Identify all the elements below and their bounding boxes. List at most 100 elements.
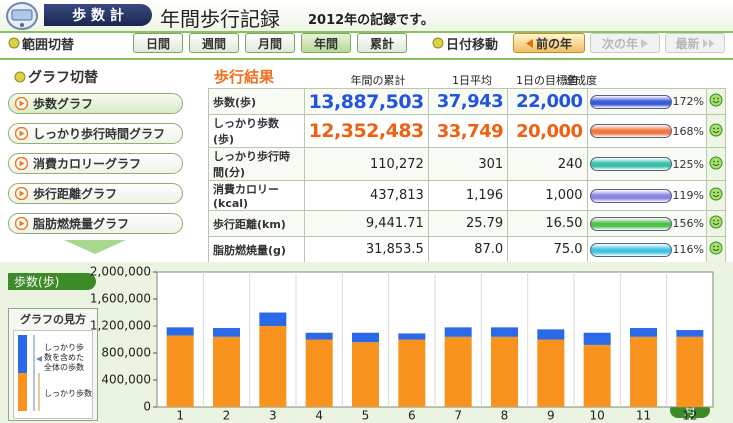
icon-arrow bbox=[19, 100, 25, 107]
smiley-mouth bbox=[712, 100, 720, 103]
row-label: 脂肪燃焼量(g) bbox=[208, 236, 305, 263]
x-tick-label: 8 bbox=[501, 409, 509, 423]
bar bbox=[676, 336, 704, 407]
achievement-label: 116% bbox=[672, 243, 704, 256]
smiley-icon bbox=[709, 187, 723, 201]
results-row: しっかり歩行時間(分) 110,272 301 240 125% bbox=[208, 147, 727, 181]
achievement-cell: 168% bbox=[586, 114, 707, 148]
smiley-face bbox=[709, 241, 723, 255]
x-tick-label: 9 bbox=[547, 409, 555, 423]
item-icon bbox=[15, 157, 28, 170]
cell-average: 87.0 bbox=[427, 236, 509, 263]
arrow-icon bbox=[525, 38, 533, 48]
graph-button[interactable]: 歩行距離グラフ bbox=[8, 183, 183, 204]
range-button[interactable]: 日間 bbox=[133, 33, 183, 53]
smiley-eye bbox=[717, 219, 719, 222]
results-title: 歩行結果 bbox=[214, 68, 275, 86]
range-button[interactable]: 月間 bbox=[245, 33, 295, 53]
bullet-icon bbox=[8, 37, 20, 49]
smiley-face bbox=[709, 93, 723, 107]
smiley-cell bbox=[705, 180, 727, 211]
achievement-label: 119% bbox=[672, 189, 704, 202]
smiley-eye bbox=[713, 97, 715, 100]
column-header: 年間の累計 bbox=[350, 74, 406, 87]
date-button: 最新 bbox=[665, 33, 725, 53]
achievement-bar bbox=[589, 216, 672, 231]
bullet-icon bbox=[432, 37, 444, 49]
bar bbox=[583, 332, 611, 345]
results-row: 歩数(歩) 13,887,503 37,943 22,000 172% bbox=[208, 88, 727, 115]
range-button[interactable]: 週間 bbox=[189, 33, 239, 53]
graph-button[interactable]: 消費カロリーグラフ bbox=[8, 153, 183, 174]
graph-button[interactable]: 歩数グラフ bbox=[8, 93, 183, 114]
cell-total: 9,441.71 bbox=[303, 210, 429, 237]
results-row: しっかり歩数(歩) 12,352,483 33,749 20,000 168% bbox=[208, 114, 727, 148]
achievement: 116% bbox=[589, 242, 704, 257]
smiley-eye bbox=[717, 160, 719, 162]
bar bbox=[259, 326, 287, 407]
arrow-shape bbox=[708, 38, 714, 48]
smiley-mouth bbox=[712, 163, 720, 166]
achievement: 119% bbox=[589, 188, 704, 203]
achievement-bar bbox=[589, 242, 672, 257]
smiley-cell bbox=[705, 114, 727, 148]
bar bbox=[630, 336, 657, 407]
bar bbox=[352, 332, 379, 343]
column-header: 1日の目標値 bbox=[516, 74, 578, 87]
date-button-label: 次の年 bbox=[601, 36, 638, 51]
achievement-cell: 119% bbox=[586, 180, 707, 211]
down-arrow bbox=[64, 240, 126, 254]
column-header: 1日平均 bbox=[452, 74, 492, 87]
range-label: 範囲切替 bbox=[22, 38, 75, 53]
y-tick-label: 2,000,000 bbox=[90, 265, 151, 279]
achievement-label: 125% bbox=[672, 157, 704, 171]
date-label: 日付移動 bbox=[446, 38, 499, 53]
achievement: 168% bbox=[589, 124, 704, 138]
y-tick-label: 1,600,000 bbox=[90, 292, 151, 306]
range-button[interactable]: 年間 bbox=[301, 33, 351, 53]
graph-button-label: 脂肪燃焼量グラフ bbox=[33, 217, 130, 231]
y-tick-label: 800,000 bbox=[101, 346, 151, 360]
legend-swatch bbox=[18, 335, 27, 373]
column-header: 達成度 bbox=[564, 74, 597, 87]
y-tick-label: 0 bbox=[143, 400, 151, 414]
range-button[interactable]: 累計 bbox=[357, 33, 407, 53]
smiley-face bbox=[709, 215, 723, 229]
x-tick-label: 5 bbox=[362, 409, 370, 423]
smiley-eye bbox=[717, 127, 719, 129]
cell-total: 437,813 bbox=[303, 180, 429, 211]
bar bbox=[676, 330, 704, 337]
smiley-face bbox=[709, 187, 723, 201]
achievement-label: 172% bbox=[672, 95, 704, 108]
legend-label: しっかり歩数を含めた全体の歩数 bbox=[44, 343, 84, 372]
smiley-cell bbox=[705, 147, 727, 181]
results-row: 脂肪燃焼量(g) 31,853.5 87.0 75.0 116% bbox=[208, 236, 727, 263]
smiley-eye bbox=[717, 191, 719, 194]
cell-total: 110,272 bbox=[303, 147, 429, 181]
achievement-bar bbox=[589, 157, 672, 171]
x-tick-label: 12 bbox=[682, 409, 697, 423]
x-tick-label: 3 bbox=[269, 409, 277, 423]
legend-body: しっかり歩数を含めた全体の歩数 しっかり歩数 bbox=[13, 330, 93, 419]
bar bbox=[352, 342, 379, 407]
smiley-icon bbox=[709, 215, 723, 229]
bar bbox=[166, 335, 194, 407]
subtitle: 2012年の記録です。 bbox=[308, 13, 434, 28]
row-label: 消費カロリー(kcal) bbox=[208, 180, 305, 211]
arrow-shape bbox=[702, 38, 708, 48]
x-tick-label: 4 bbox=[315, 409, 323, 423]
date-buttons: 前の年 次の年 最新 bbox=[513, 33, 725, 53]
row-label: 歩数(歩) bbox=[208, 88, 305, 115]
date-button[interactable]: 前の年 bbox=[513, 33, 585, 53]
item-icon bbox=[15, 187, 28, 200]
cell-average: 301 bbox=[427, 147, 509, 181]
date-button-label: 最新 bbox=[675, 36, 700, 51]
achievement-label: 168% bbox=[672, 124, 704, 138]
icon-arrow bbox=[19, 160, 25, 167]
cell-total: 31,853.5 bbox=[303, 236, 429, 263]
divider bbox=[0, 58, 733, 60]
graph-button[interactable]: 脂肪燃焼量グラフ bbox=[8, 213, 183, 234]
achievement-bar bbox=[589, 124, 672, 138]
graph-button[interactable]: しっかり歩行時間グラフ bbox=[8, 123, 183, 144]
